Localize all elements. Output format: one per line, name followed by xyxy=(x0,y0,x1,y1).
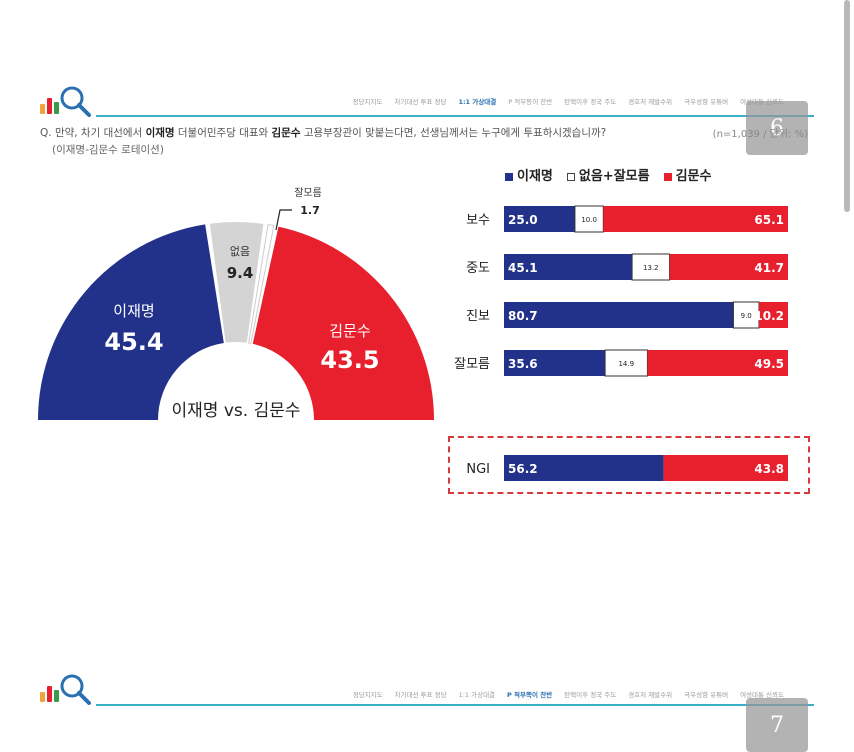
legend-item-lee: 이재명 xyxy=(505,165,553,184)
nav-tab[interactable]: 경호처 재발수위 xyxy=(628,691,673,699)
question-suffix: 고용부장관이 맞붙는다면, 선생님께서는 누구에게 투표하시겠습니까? xyxy=(300,127,607,139)
chart-search-logo-icon-2 xyxy=(38,672,94,706)
ideology-category: 중도 xyxy=(466,261,490,276)
question-prefix: Q. 만약, 차기 대선에서 xyxy=(40,127,146,139)
nav-tab[interactable]: P 적부쪽이 찬반 xyxy=(507,691,553,699)
ideology-data-label: 65.1 xyxy=(754,213,784,227)
donut-value-lee: 45.4 xyxy=(104,328,163,356)
ideology-data-label: 49.5 xyxy=(754,357,784,371)
donut-slice-2 xyxy=(248,224,275,345)
ideology-data-label: 25.0 xyxy=(508,213,538,227)
nav-underline xyxy=(96,115,814,117)
ideology-bar-segment xyxy=(574,205,604,233)
ideology-bar-segment xyxy=(504,350,606,376)
question-name-lee: 이재명 xyxy=(145,127,175,139)
survey-question: Q. 만약, 차기 대선에서 이재명 더불어민주당 대표와 김문수 고용부장관이… xyxy=(40,125,606,140)
nav-tab[interactable]: 차기대선 투표 정당 xyxy=(394,691,447,699)
ideology-data-label: 9.0 xyxy=(741,312,752,320)
chart-search-logo-icon xyxy=(38,84,94,118)
ngi-highlight-box xyxy=(448,436,810,494)
ideology-bar-segment xyxy=(504,302,734,328)
nav-tab[interactable]: 탄핵이후 정국 주도 xyxy=(564,98,617,106)
legend-swatch-none xyxy=(566,172,575,181)
question-name-kim: 김문수 xyxy=(271,127,301,139)
legend-swatch-kim xyxy=(663,172,672,181)
legend-label-kim: 김문수 xyxy=(675,169,712,184)
ideology-bar-segment xyxy=(669,254,788,280)
ngi-bar-segment xyxy=(663,455,788,481)
ideology-bar-chart: 보수 25.0 10.0 65.1 중도 45.1 13.2 41.7 진보 80.7 9.0 10.… xyxy=(454,205,788,481)
ideology-category: 진보 xyxy=(466,309,490,324)
nav-tab[interactable]: 차기대선 투표 정당 xyxy=(394,98,447,106)
legend-label-none: 없음+잘모름 xyxy=(578,169,650,184)
nav-tab[interactable]: 극우성향 유튜버 xyxy=(684,98,729,106)
donut-value-unsure: 1.7 xyxy=(300,204,320,217)
ideology-data-label: 14.9 xyxy=(618,360,634,368)
ideology-data-label: 80.7 xyxy=(508,309,538,323)
ngi-data-label: 56.2 xyxy=(508,462,538,476)
nav-tab[interactable]: 정당지지도 xyxy=(352,98,383,106)
ideology-category: 보수 xyxy=(466,213,490,228)
ideology-data-label: 45.1 xyxy=(508,261,538,275)
scrollbar[interactable] xyxy=(844,0,850,212)
ideology-data-label: 10.2 xyxy=(754,309,784,323)
ideology-data-label: 41.7 xyxy=(754,261,784,275)
ngi-bar-segment xyxy=(504,455,664,481)
sample-size-note: (n=1,039 / 단위: %) xyxy=(712,129,808,140)
nav-tab[interactable]: 1:1 가상대결 xyxy=(458,98,497,106)
slide-6: 정당지지도 차기대선 투표 정당 1:1 가상대결 P 적부등이 잔반 탄핵이후 정국 … xyxy=(38,84,814,494)
donut-chart: 이재명 45.4 없음 9.4 김문수 43.5 잘모름 1.7 이재명 vs. 김문수 xyxy=(38,187,434,421)
ideology-data-label: 13.2 xyxy=(643,264,659,272)
nav-underline-2 xyxy=(96,704,814,706)
legend-swatch-lee xyxy=(505,172,513,181)
nav-tab[interactable]: 경호처 재발수위 xyxy=(628,98,673,106)
page-number-badge: 6 xyxy=(746,101,808,155)
nav-tab[interactable]: 1:1 가상대결 xyxy=(458,691,496,699)
page-number-badge-2: 7 xyxy=(746,698,808,752)
donut-value-kim: 43.5 xyxy=(320,346,379,374)
ngi-data-label: 43.8 xyxy=(754,462,784,476)
nav-tab[interactable]: 여성대통 신뢰도 xyxy=(740,691,784,699)
legend-item-kim: 김문수 xyxy=(663,165,712,184)
donut-value-none: 9.4 xyxy=(227,264,254,282)
nav-tab[interactable]: 극우성향 유튜버 xyxy=(684,691,729,699)
question-rotation-note: (이재명-김문수 로테이션) xyxy=(52,144,164,156)
ideology-data-label: 10.0 xyxy=(581,216,597,224)
ideology-bar-segment xyxy=(647,350,788,376)
legend-label-lee: 이재명 xyxy=(517,169,553,184)
ideology-category: 잘모름 xyxy=(454,357,490,372)
ideology-bar-segment xyxy=(603,206,788,232)
donut-label-unsure: 잘모름 xyxy=(294,187,322,199)
nav-tabs-2: 정당지지도 차기대선 투표 정당 1:1 가상대결 P 적부쪽이 찬반 탄핵이후 정국 … xyxy=(353,689,784,699)
nav-tab[interactable]: 탄핵이후 정국 주도 xyxy=(564,691,617,699)
nav-tabs: 정당지지도 차기대선 투표 정당 1:1 가상대결 P 적부등이 잔반 탄핵이후 정국 … xyxy=(353,96,784,106)
slide-7: 정당지지도 차기대선 투표 정당 1:1 가상대결 P 적부쪽이 찬반 탄핵이후 정국 … xyxy=(0,640,854,752)
question-mid: 더불어민주당 대표와 xyxy=(174,127,272,139)
donut-label-none: 없음 xyxy=(230,245,250,258)
ideology-bar-segment xyxy=(759,302,788,328)
legend-item-none: 없음+잘모름 xyxy=(566,165,650,184)
bar-legend: 이재명 없음+잘모름 김문수 xyxy=(505,165,711,184)
ideology-bar-segment xyxy=(504,254,633,280)
donut-center-title: 이재명 vs. 김문수 xyxy=(172,401,301,421)
ideology-bar-segment xyxy=(631,253,671,281)
nav-tab[interactable]: 정당지지도 xyxy=(352,691,383,699)
ideology-bar-segment xyxy=(604,349,648,377)
ngi-category: NGI xyxy=(466,462,490,477)
donut-slice-3 xyxy=(252,226,434,420)
donut-label-kim: 김문수 xyxy=(329,322,370,340)
donut-leader-line xyxy=(275,209,292,231)
donut-label-lee: 이재명 xyxy=(113,302,154,320)
ideology-bar-segment xyxy=(504,206,575,232)
donut-slice-1 xyxy=(209,222,264,343)
nav-tab[interactable]: P 적부등이 잔반 xyxy=(508,98,553,106)
donut-slice-0 xyxy=(38,224,224,420)
ideology-data-label: 35.6 xyxy=(508,357,538,371)
